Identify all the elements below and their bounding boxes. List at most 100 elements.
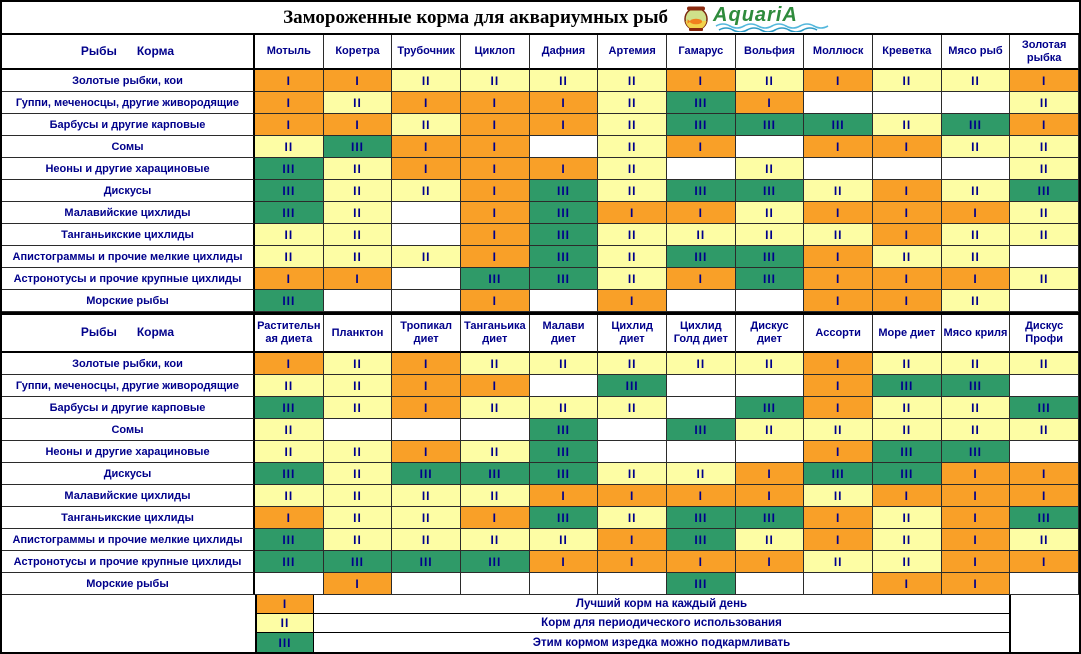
rating-cell xyxy=(804,92,873,114)
row-label: Морские рыбы xyxy=(2,290,255,312)
rating-cell: I xyxy=(735,485,805,507)
rating-cell: III xyxy=(735,180,805,202)
rating-cell: I xyxy=(460,507,530,529)
rating-cell: II xyxy=(255,224,324,246)
rating-cell: III xyxy=(392,551,461,573)
rating-cell: III xyxy=(529,180,599,202)
rating-cell: II xyxy=(460,70,530,92)
column-header: Дискус диет xyxy=(735,315,805,353)
rating-cell: III xyxy=(255,463,324,485)
rating-cell: II xyxy=(598,114,667,136)
rating-cell: I xyxy=(460,202,530,224)
rating-cell: II xyxy=(323,202,393,224)
rating-cell: II xyxy=(735,70,805,92)
rating-cell: I xyxy=(666,70,736,92)
rating-cell: I xyxy=(392,158,461,180)
rating-cell: II xyxy=(666,353,736,375)
rating-cell: III xyxy=(666,507,736,529)
rating-cell: I xyxy=(392,441,461,463)
rating-cell: II xyxy=(392,507,461,529)
row-label: Золотые рыбки, кои xyxy=(2,353,255,375)
rating-cell: III xyxy=(529,224,599,246)
rating-cell: I xyxy=(804,507,873,529)
rating-cell: I xyxy=(460,375,530,397)
rating-cell: II xyxy=(255,246,324,268)
rating-cell: I xyxy=(1010,70,1079,92)
rating-cell: III xyxy=(255,202,324,224)
rating-cell: II xyxy=(323,397,393,419)
rating-cell: I xyxy=(460,246,530,268)
rating-cell: I xyxy=(598,485,667,507)
rating-cell xyxy=(1010,441,1079,463)
rating-cell xyxy=(804,158,873,180)
rating-cell: II xyxy=(735,353,805,375)
rating-cell: I xyxy=(735,551,805,573)
rating-cell xyxy=(529,573,599,595)
rating-cell: II xyxy=(255,136,324,158)
rating-cell: I xyxy=(392,375,461,397)
rating-cell: I xyxy=(255,507,324,529)
rating-cell xyxy=(804,573,873,595)
rating-cell xyxy=(392,202,461,224)
rating-cell: II xyxy=(1010,529,1079,551)
rating-cell: I xyxy=(941,529,1011,551)
rating-cell: II xyxy=(872,507,942,529)
row-label: Сомы xyxy=(2,419,255,441)
row-label: Танганьикские цихлиды xyxy=(2,507,255,529)
rating-cell: II xyxy=(941,180,1011,202)
rating-cell xyxy=(529,375,599,397)
column-header: Малави диет xyxy=(529,315,599,353)
brand-text: AquariA xyxy=(713,4,798,26)
rating-cell: I xyxy=(804,136,873,158)
rating-cell: I xyxy=(666,551,736,573)
column-header: Цихлид диет xyxy=(598,315,667,353)
column-header: Гамарус xyxy=(666,35,736,70)
rating-cell: II xyxy=(529,353,599,375)
rating-cell: II xyxy=(735,224,805,246)
rating-cell: II xyxy=(323,529,393,551)
legend-text: Лучший корм на каждый день xyxy=(314,595,1009,614)
rating-cell: II xyxy=(460,397,530,419)
rating-cell: III xyxy=(529,507,599,529)
rating-cell xyxy=(323,290,393,312)
rating-cell: II xyxy=(598,268,667,290)
rating-cell: III xyxy=(1010,397,1079,419)
rating-cell: III xyxy=(666,114,736,136)
row-label: Дискусы xyxy=(2,463,255,485)
rating-cell xyxy=(735,441,805,463)
rating-cell: III xyxy=(1010,180,1079,202)
rating-cell: II xyxy=(872,397,942,419)
column-header: Тропикал диет xyxy=(392,315,461,353)
rating-cell: II xyxy=(804,551,873,573)
rating-cell xyxy=(941,92,1011,114)
rating-cell: I xyxy=(460,224,530,246)
column-header: Креветка xyxy=(872,35,942,70)
rating-cell xyxy=(392,268,461,290)
rating-cell: I xyxy=(392,92,461,114)
rating-cell: I xyxy=(872,290,942,312)
rating-cell xyxy=(735,136,805,158)
rating-cell: I xyxy=(529,158,599,180)
legend-swatch: III xyxy=(257,633,314,652)
rating-cell: I xyxy=(598,290,667,312)
rating-cell: III xyxy=(666,92,736,114)
rating-cell: II xyxy=(460,529,530,551)
rating-cell: I xyxy=(1010,551,1079,573)
rating-cell: II xyxy=(323,485,393,507)
rating-cell: II xyxy=(323,441,393,463)
rating-cell: III xyxy=(460,551,530,573)
rating-cell xyxy=(529,290,599,312)
rating-cell: III xyxy=(872,463,942,485)
row-label: Гуппи, меченосцы, другие живородящие xyxy=(2,92,255,114)
rating-cell: III xyxy=(529,463,599,485)
rating-cell: II xyxy=(941,136,1011,158)
rating-cell xyxy=(255,573,324,595)
row-label: Сомы xyxy=(2,136,255,158)
rating-cell: III xyxy=(255,180,324,202)
rating-cell: I xyxy=(323,268,393,290)
column-header: Артемия xyxy=(598,35,667,70)
rating-cell xyxy=(1010,375,1079,397)
rating-cell: III xyxy=(804,114,873,136)
row-label: Апистограммы и прочие мелкие цихлиды xyxy=(2,529,255,551)
waves-icon xyxy=(715,23,829,32)
